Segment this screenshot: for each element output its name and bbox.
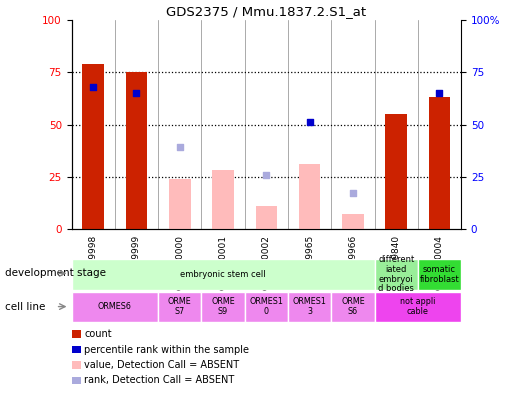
Point (175, 144, 184, 151)
Point (349, 190, 357, 196)
Point (132, 90, 141, 96)
Bar (418, 259, 461, 290)
Bar (72, 292, 158, 322)
Bar (288, 292, 331, 322)
Point (435, 90, 444, 96)
Bar (375, 259, 418, 290)
Text: ORME
S9: ORME S9 (211, 297, 235, 316)
Text: not appli
cable: not appli cable (400, 297, 436, 316)
Bar (82, 64, 104, 229)
Bar (158, 292, 201, 322)
Bar (299, 164, 321, 229)
Bar (342, 214, 364, 229)
Bar (375, 292, 461, 322)
Text: development stage: development stage (5, 269, 107, 278)
Text: ORME
S6: ORME S6 (341, 297, 365, 316)
Title: GDS2375 / Mmu.1837.2.S1_at: GDS2375 / Mmu.1837.2.S1_at (166, 5, 366, 18)
Bar (331, 292, 375, 322)
Bar (201, 292, 245, 322)
Text: value, Detection Call = ABSENT: value, Detection Call = ABSENT (84, 360, 240, 370)
Bar (255, 206, 277, 229)
Text: percentile rank within the sample: percentile rank within the sample (84, 345, 249, 354)
Point (89, 84, 98, 90)
Bar (212, 171, 234, 229)
Text: ORME
S7: ORME S7 (168, 297, 192, 316)
Bar (72, 259, 375, 290)
Bar (126, 72, 147, 229)
Text: rank, Detection Call = ABSENT: rank, Detection Call = ABSENT (84, 375, 234, 385)
Text: ORMES1
0: ORMES1 0 (250, 297, 283, 316)
Text: different
iated
embryoi
d bodies: different iated embryoi d bodies (378, 255, 414, 294)
Point (262, 171, 270, 178)
Bar (429, 98, 450, 229)
Text: somatic
fibroblast: somatic fibroblast (420, 265, 460, 284)
Bar (169, 179, 191, 229)
Text: ORMES1
3: ORMES1 3 (293, 297, 326, 316)
Text: cell line: cell line (5, 302, 46, 311)
Bar (245, 292, 288, 322)
Bar (385, 114, 407, 229)
Point (305, 119, 314, 126)
Text: embryonic stem cell: embryonic stem cell (180, 270, 266, 279)
Text: count: count (84, 329, 112, 339)
Text: ORMES6: ORMES6 (98, 302, 132, 311)
